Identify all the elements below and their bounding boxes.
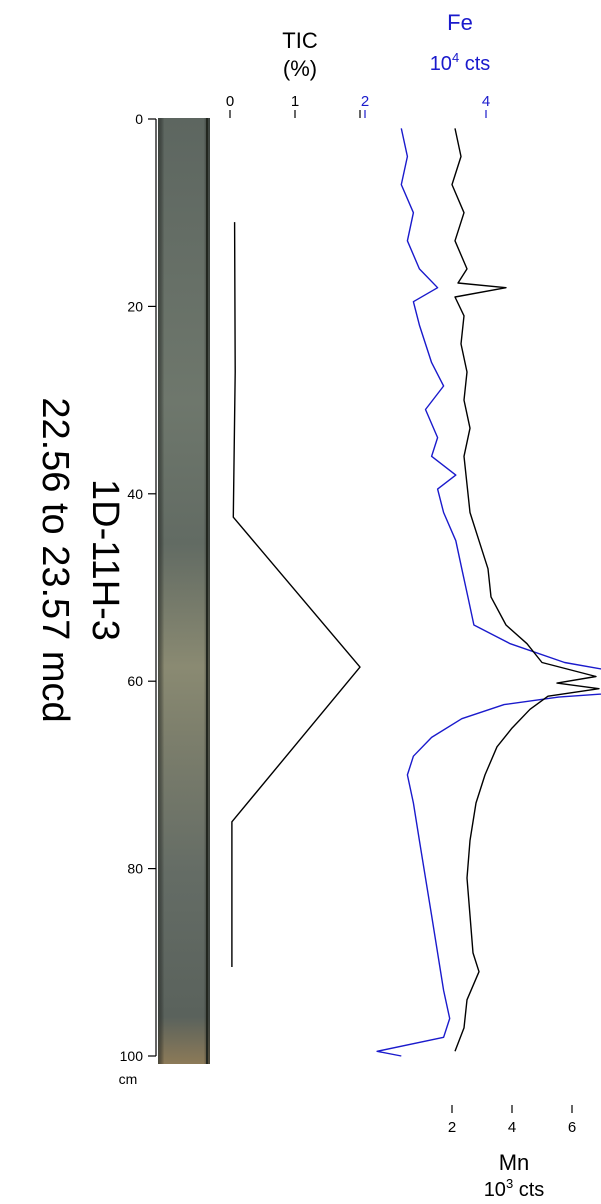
fe-tick-label: 4: [482, 93, 490, 110]
mn-unit-rest: cts: [513, 1179, 544, 1201]
depth-tick-label: 40: [127, 486, 143, 502]
core-label-text: 1D-11H-3 22.56 to 23.57 mcd: [30, 397, 130, 722]
core-label-line1: 1D-11H-3: [84, 479, 126, 641]
depth-tick-label: 60: [127, 673, 143, 689]
mn-tick-label: 4: [508, 1119, 516, 1136]
fe-axis: Fe 104 cts 2468: [361, 10, 491, 118]
series-layer: [231, 128, 601, 1057]
fe-series-line: [376, 128, 601, 1057]
depth-tick-label: 100: [120, 1048, 144, 1064]
mn-unit-exp: 3: [506, 1176, 513, 1191]
depth-tick-label: 20: [127, 298, 143, 314]
core-label-line2: 22.56 to 23.57 mcd: [34, 397, 76, 723]
mn-tick-label: 6: [568, 1119, 576, 1136]
tic-tick-label: 0: [226, 93, 234, 110]
core-photo-edges: [158, 118, 210, 1064]
fe-unit-rest: cts: [459, 53, 490, 75]
fe-axis-title: Fe: [447, 10, 473, 35]
mn-unit-base: 10: [484, 1179, 506, 1201]
fe-unit-exp: 4: [452, 50, 459, 65]
mn-series-line: [451, 128, 600, 1052]
depth-tick-label: 0: [135, 111, 143, 127]
depth-axis: cm 0 20 40 60 80 100: [119, 111, 157, 1087]
tic-axis-unit: (%): [283, 56, 317, 81]
tic-axis: TIC (%) 0 1: [226, 28, 361, 118]
mn-axis-unit: 103 cts: [484, 1176, 545, 1201]
fe-tick-label: 2: [361, 93, 369, 110]
mn-axis: Mn 103 cts 2 4 6: [448, 1105, 576, 1201]
depth-unit-label: cm: [119, 1071, 138, 1087]
mn-axis-title: Mn: [499, 1150, 530, 1175]
mn-tick-label: 2: [448, 1119, 456, 1136]
fe-axis-unit: 104 cts: [430, 50, 491, 75]
tic-series-line: [231, 222, 361, 967]
core-image: [158, 118, 210, 1064]
tic-axis-title: TIC: [282, 28, 318, 53]
fe-unit-base: 10: [430, 53, 452, 75]
depth-tick-label: 80: [127, 861, 143, 877]
tic-tick-label: 1: [291, 93, 299, 110]
